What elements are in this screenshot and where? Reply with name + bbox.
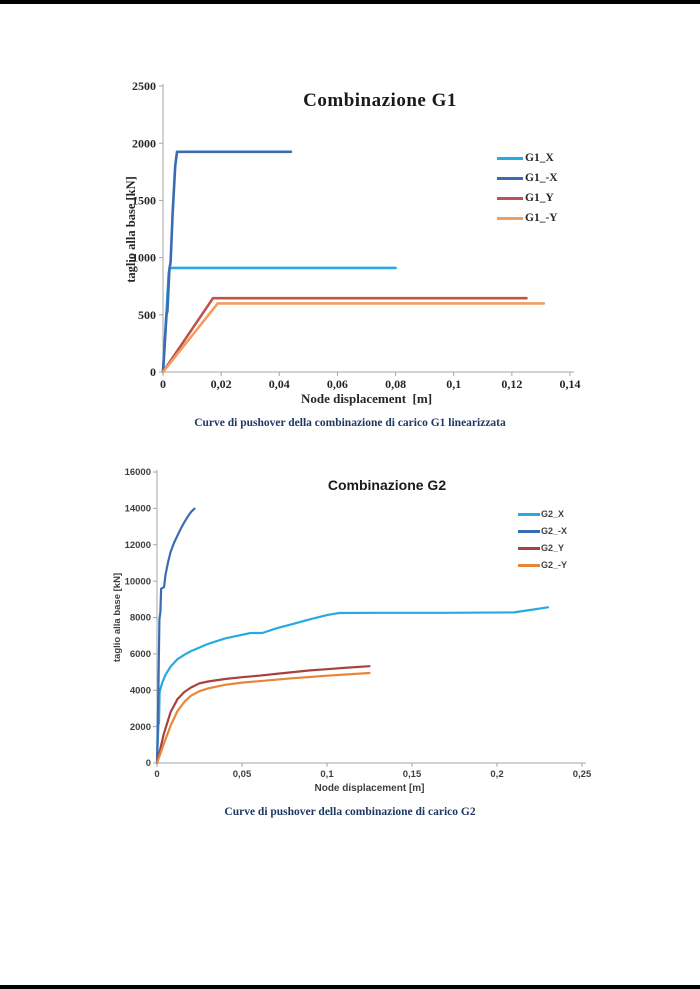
x-tick-label: 0,02 [211,377,232,391]
x-tick-label: 0,2 [490,769,503,780]
chart1-y-axis-label: taglio alla base [kN] [118,86,144,372]
legend-label: G2_-Y [541,560,568,570]
legend-label: G1_X [525,152,554,164]
chart1-caption: Curve di pushover della combinazione di … [194,417,506,429]
legend-line-swatch [518,563,540,567]
chart2-caption: Curve di pushover della combinazione di … [224,806,476,818]
legend-item: G2_Y [518,543,567,553]
legend-item: G2_-X [518,526,567,536]
y-tick-label: 2500 [132,79,156,93]
series-line-G1_-Y [161,302,546,374]
chart1-x-axis-label: Node displacement [m] [300,391,433,406]
chart1-y-axis-label-text: taglio alla base [kN] [123,175,138,283]
y-tick-label: 1000 [132,251,156,265]
y-tick-label: 14000 [125,504,151,515]
legend-item: G2_X [518,509,567,519]
legend-item: G1_Y [497,192,558,204]
x-tick-label: 0,04 [269,377,290,391]
legend-item: G1_-X [497,172,558,184]
x-tick-label: 0,12 [501,377,522,391]
y-tick-label: 8000 [130,613,151,624]
chart1-plot-area: 0 500 1000 1500 2000 2500 0 0,02 0,04 0,06 0,08 0,1… [132,79,581,391]
legend-line-swatch [497,196,523,200]
chart2-y-axis-label-text: taglio alla base [kN] [112,572,124,663]
legend-line-swatch [497,176,523,180]
legend-line-swatch [518,512,540,516]
page-top-border [0,0,700,4]
x-tick-label: 0,15 [403,769,422,780]
legend-label: G1_Y [525,192,554,204]
y-tick-label: 4000 [130,685,151,696]
chart1-legend: G1_X G1_-X G1_Y G1_-Y [497,152,558,224]
chart1-title: Combinazione G1 [303,90,457,111]
y-tick-label: 16000 [125,467,151,478]
y-tick-label: 0 [150,365,156,379]
x-tick-label: 0,05 [233,769,252,780]
legend-line-swatch [497,216,523,220]
y-tick-label: 0 [146,758,151,769]
x-tick-label: 0,1 [320,769,334,780]
y-tick-label: 2000 [130,722,151,733]
y-tick-label: 2000 [132,136,156,150]
x-tick-label: 0 [154,769,159,780]
chart2-y-axis-label: taglio alla base [kN] [106,472,130,763]
x-tick-label: 0,14 [560,377,581,391]
series-line-G2_-Y [155,671,371,765]
series-line-G2_X [155,606,550,765]
legend-line-swatch [518,529,540,533]
legend-item: G2_-Y [518,560,567,570]
chart2-plot-area: 0 2000 4000 6000 8000 10000 12000 14000 16000 0 0,… [125,467,592,780]
y-tick-label: 1500 [132,193,156,207]
legend-label: G2_-X [541,526,568,536]
y-tick-label: 500 [138,308,156,322]
x-tick-label: 0,08 [385,377,406,391]
x-tick-label: 0,1 [446,377,461,391]
legend-line-swatch [497,156,523,160]
series-line-G1_Y [161,296,528,374]
series-line-G2_Y [155,665,371,765]
page-bottom-border [0,985,700,989]
x-tick-label: 0,06 [327,377,348,391]
legend-label: G2_Y [541,543,565,553]
legend-label: G1_-X [525,172,558,184]
series-line-G2_-X [155,507,196,765]
legend-label: G2_X [541,509,565,519]
chart2-title: Combinazione G2 [327,477,447,493]
legend-label: G1_-Y [525,212,558,224]
chart2-x-axis-label: Node displacement [m] [314,783,425,794]
legend-line-swatch [518,546,540,550]
x-tick-label: 0,25 [573,769,592,780]
y-tick-label: 6000 [130,649,151,660]
chart2-legend: G2_X G2_-X G2_Y G2_-Y [518,509,567,570]
series-line-G1_-X [161,150,293,374]
y-tick-label: 12000 [125,540,151,551]
x-tick-label: 0 [160,377,166,391]
y-tick-label: 10000 [125,576,151,587]
legend-item: G1_X [497,152,558,164]
legend-item: G1_-Y [497,212,558,224]
